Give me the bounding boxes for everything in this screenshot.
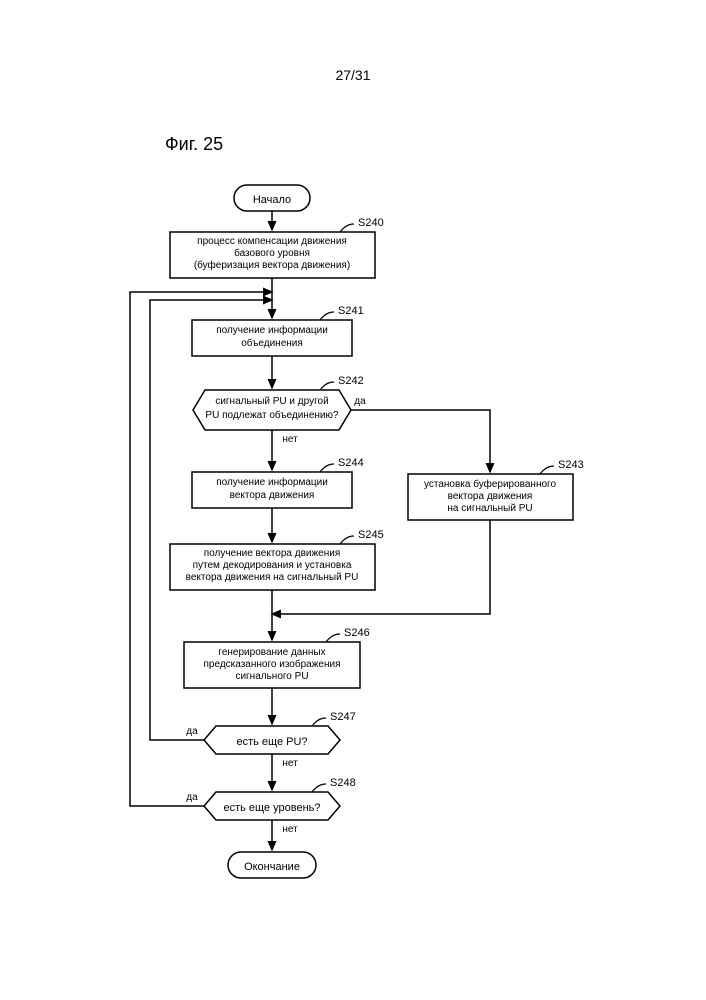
svg-text:базового уровня: базового уровня [234, 247, 310, 259]
svg-text:предсказанного изображения: предсказанного изображения [204, 658, 341, 670]
svg-text:путем декодирования и установк: путем декодирования и установка [193, 560, 352, 571]
s242-yes-label: да [354, 396, 366, 407]
s247-yes-label: да [186, 726, 198, 737]
decision-s242: сигнальный PU и другой PU подлежат объед… [193, 375, 364, 430]
svg-text:вектора движения: вектора движения [230, 490, 315, 501]
step-s243: установка буферированного вектора движен… [408, 459, 584, 520]
svg-text:Начало: Начало [253, 194, 291, 206]
svg-text:объединения: объединения [241, 337, 303, 349]
svg-text:S241: S241 [338, 305, 364, 317]
svg-text:есть еще уровень?: есть еще уровень? [223, 802, 320, 814]
svg-text:вектора движения: вектора движения [448, 491, 533, 502]
svg-text:сигнального PU: сигнального PU [235, 671, 308, 682]
figure-title: Фиг. 25 [165, 134, 223, 154]
s248-no-label: нет [282, 824, 298, 835]
step-s241: получение информации объединения S241 [192, 305, 364, 356]
svg-text:S240: S240 [358, 217, 384, 229]
svg-text:S248: S248 [330, 777, 356, 789]
svg-text:сигнальный PU и другой: сигнальный PU и другой [215, 396, 328, 407]
s248-yes-label: да [186, 792, 198, 803]
svg-text:вектора движения на сигнальный: вектора движения на сигнальный PU [186, 572, 359, 583]
svg-text:S242: S242 [338, 375, 364, 387]
start-node: Начало [234, 185, 310, 211]
svg-text:Окончание: Окончание [244, 861, 300, 873]
svg-text:(буферизация вектора движения): (буферизация вектора движения) [194, 259, 350, 271]
svg-text:S245: S245 [358, 529, 384, 541]
svg-text:получение вектора движения: получение вектора движения [204, 548, 341, 559]
step-s240: процесс компенсации движения базового ур… [170, 217, 384, 278]
flowchart-canvas: 27/31 Фиг. 25 Начало процесс компенсации… [0, 0, 706, 1000]
svg-text:на сигнальный PU: на сигнальный PU [447, 503, 532, 514]
svg-text:генерирование данных: генерирование данных [218, 647, 325, 658]
s242-no-label: нет [282, 434, 298, 445]
svg-text:получение информации: получение информации [216, 476, 328, 488]
page-number: 27/31 [335, 67, 370, 83]
svg-text:установка буферированного: установка буферированного [424, 478, 556, 490]
s247-no-label: нет [282, 758, 298, 769]
svg-text:S244: S244 [338, 457, 364, 469]
svg-text:S243: S243 [558, 459, 584, 471]
svg-text:процесс компенсации движения: процесс компенсации движения [197, 236, 347, 247]
svg-text:PU подлежат объединению?: PU подлежат объединению? [205, 409, 339, 421]
end-node: Окончание [228, 852, 316, 878]
svg-text:получение информации: получение информации [216, 324, 328, 336]
decision-s248: есть еще уровень? S248 [204, 777, 356, 820]
step-s246: генерирование данных предсказанного изоб… [184, 627, 370, 688]
svg-text:есть еще PU?: есть еще PU? [236, 736, 307, 748]
step-s245: получение вектора движения путем декодир… [170, 529, 384, 590]
svg-text:S247: S247 [330, 711, 356, 723]
svg-text:S246: S246 [344, 627, 370, 639]
decision-s247: есть еще PU? S247 [204, 711, 356, 754]
step-s244: получение информации вектора движения S2… [192, 457, 364, 508]
